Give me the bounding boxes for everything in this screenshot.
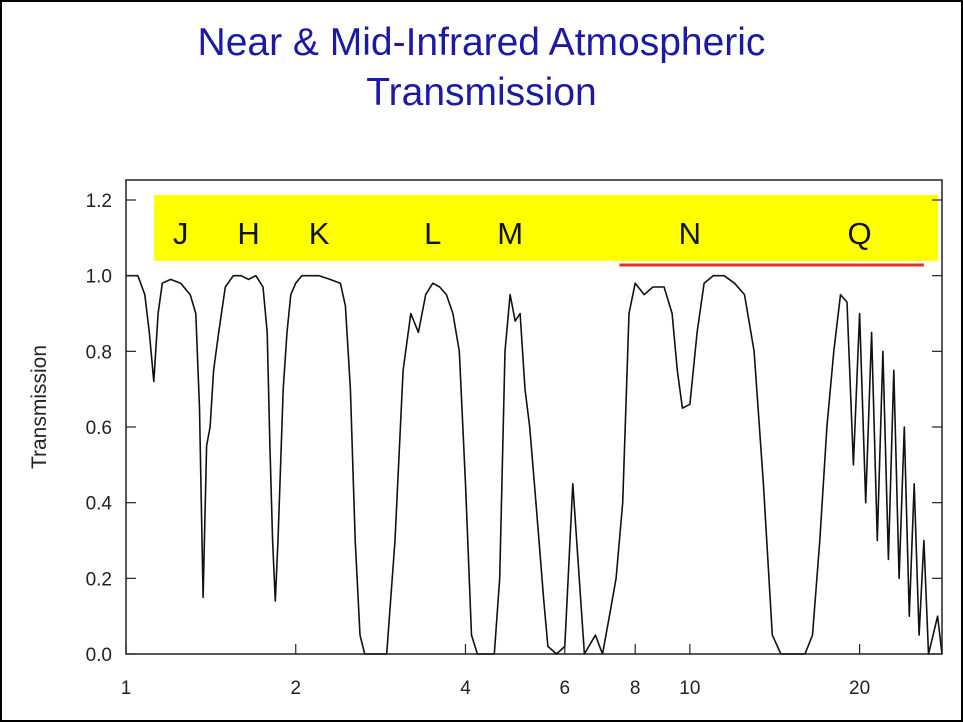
title-line-2: Transmission bbox=[366, 71, 597, 114]
y-tick-label: 0.0 bbox=[86, 645, 112, 666]
x-tick-label: 20 bbox=[849, 678, 870, 699]
band-label-m: M bbox=[497, 216, 523, 251]
x-tick-label: 6 bbox=[559, 678, 570, 699]
band-label-box bbox=[154, 195, 938, 261]
y-tick-label: 0.4 bbox=[86, 494, 113, 515]
x-tick-label: 10 bbox=[679, 678, 700, 699]
title-line-1: Near & Mid-Infrared Atmospheric bbox=[197, 21, 766, 64]
band-label-l: L bbox=[424, 216, 441, 251]
band-label-h: H bbox=[237, 216, 259, 251]
slide-title: Near & Mid-Infrared Atmospheric Transmis… bbox=[2, 18, 961, 118]
transmission-curve bbox=[126, 274, 943, 655]
y-tick-label: 0.8 bbox=[86, 342, 112, 363]
band-label-j: J bbox=[173, 216, 189, 251]
y-axis-label: Transmission bbox=[28, 345, 51, 469]
band-label-q: Q bbox=[848, 216, 872, 251]
x-tick-label: 2 bbox=[290, 678, 301, 699]
plot-frame bbox=[125, 179, 943, 655]
band-label-n: N bbox=[679, 216, 701, 251]
x-tick-label: 8 bbox=[630, 678, 641, 699]
y-tick-label: 1.0 bbox=[86, 267, 112, 288]
band-label-k: K bbox=[309, 216, 330, 251]
x-tick-label: 4 bbox=[460, 678, 471, 699]
x-tick-label: 1 bbox=[121, 678, 132, 699]
y-tick-label: 0.2 bbox=[86, 569, 112, 590]
y-tick-label: 0.6 bbox=[86, 418, 112, 439]
y-tick-label: 1.2 bbox=[86, 191, 112, 212]
